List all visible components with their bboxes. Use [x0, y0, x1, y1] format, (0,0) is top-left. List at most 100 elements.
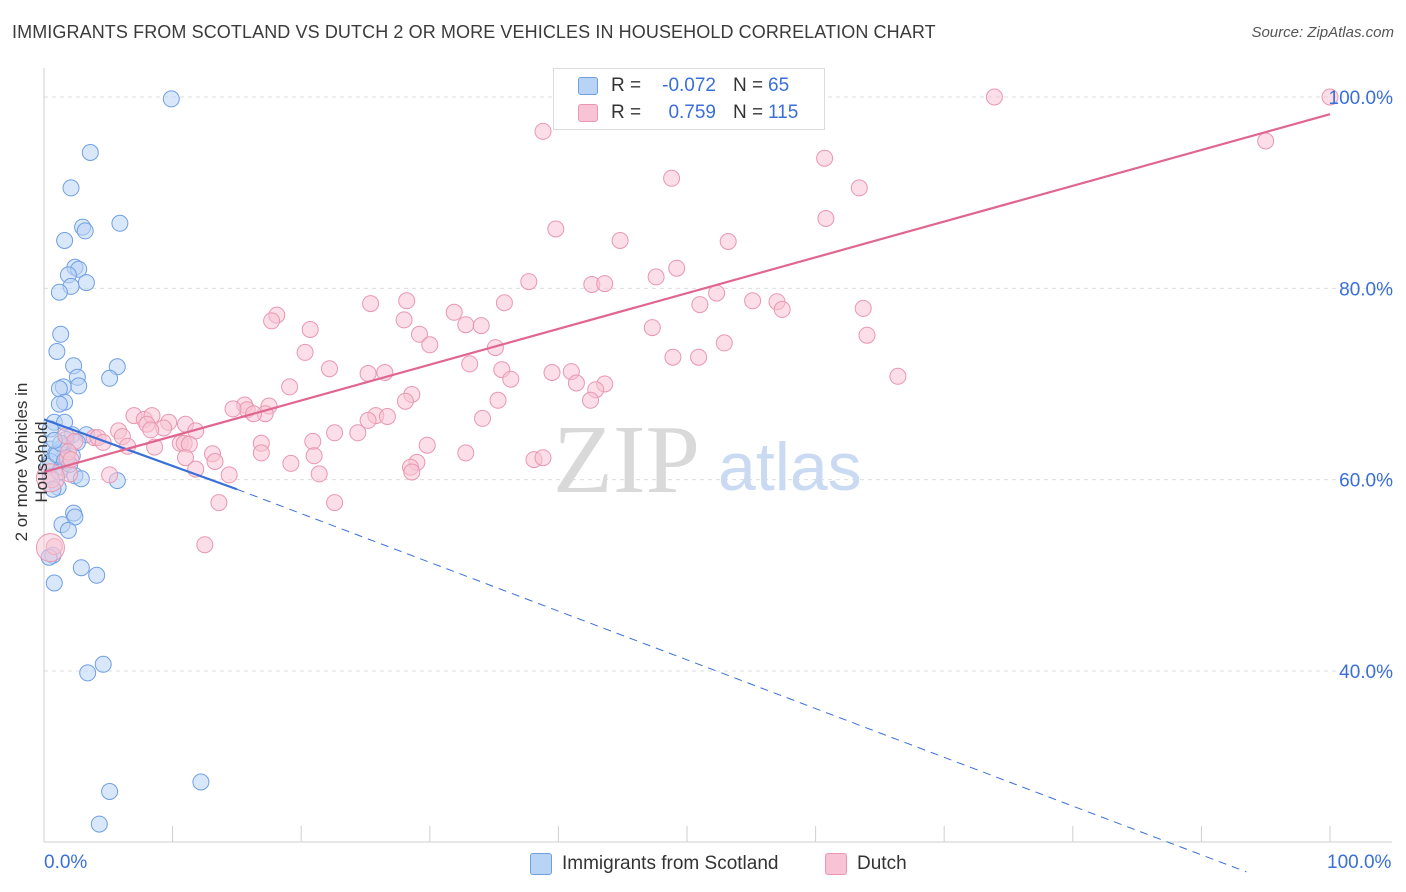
scotland-point: [59, 521, 77, 539]
dutch-point: [664, 348, 682, 366]
x-label-max: 100.0%: [1327, 852, 1392, 873]
dutch-point: [691, 296, 709, 314]
series-legend: Immigrants from Scotland Dutch: [0, 851, 1406, 879]
dutch-point: [985, 88, 1003, 106]
dutch-point: [567, 374, 585, 392]
scotland-trend-extension: [236, 488, 1247, 873]
r-value: 0.759: [668, 102, 716, 123]
scotland-point: [50, 395, 68, 413]
dutch-point: [744, 292, 762, 310]
dutch-point: [35, 463, 65, 493]
dutch-point: [457, 444, 475, 462]
dutch-point: [1257, 132, 1275, 150]
dutch-point: [403, 463, 421, 481]
dutch-point: [858, 326, 876, 344]
dutch-point: [647, 268, 665, 286]
r-label: R =: [611, 102, 642, 123]
dutch-point: [321, 360, 338, 378]
dutch-point: [210, 494, 228, 512]
dutch-point: [206, 453, 224, 470]
dutch-point: [543, 364, 561, 381]
scotland-point: [62, 179, 80, 197]
dutch-point: [1321, 88, 1339, 106]
scotland-point: [94, 655, 112, 673]
dutch-point: [690, 348, 708, 366]
dutch-point: [495, 294, 513, 312]
dutch-point: [326, 424, 344, 442]
n-value: 65: [768, 75, 790, 96]
dutch-point: [305, 447, 323, 465]
dutch-point: [643, 319, 661, 337]
scotland-point: [72, 559, 90, 577]
dutch-point: [817, 210, 835, 227]
gridlines: [44, 96, 1392, 672]
r-label: R =: [611, 75, 642, 96]
dutch-point: [359, 411, 377, 429]
dutch-point: [719, 233, 737, 250]
dutch-point: [534, 122, 552, 140]
dutch-point: [411, 325, 428, 343]
dutch-point: [489, 391, 507, 409]
dutch-point: [398, 292, 416, 310]
y-axis-title: 2 or more Vehicles in Household: [12, 382, 51, 542]
source-label: Source: ZipAtlas.com: [1251, 24, 1394, 41]
scotland-point: [88, 566, 106, 584]
dutch-point: [310, 465, 328, 483]
swatch-dutch: [825, 853, 847, 875]
dutch-point: [461, 355, 479, 373]
dutch-point: [715, 334, 733, 352]
n-label: N =: [733, 102, 764, 123]
legend-label-dutch: Dutch: [857, 853, 907, 874]
dutch-point: [457, 316, 475, 334]
scotland-point: [101, 369, 119, 387]
dutch-point: [396, 392, 414, 410]
x-label-min: 0.0%: [44, 852, 88, 873]
dutch-trend-line: [43, 113, 1331, 474]
dutch-point: [474, 409, 491, 427]
scotland-point: [48, 343, 66, 360]
dutch-point: [854, 299, 872, 317]
dutch-point: [177, 449, 194, 467]
dutch-point: [359, 365, 377, 382]
dutch-point: [582, 391, 599, 409]
n-value: 115: [768, 102, 799, 123]
y-tick-label: 100.0%: [1329, 88, 1394, 109]
dutch-point: [472, 317, 490, 335]
n-label: N =: [733, 75, 764, 96]
dutch-point: [520, 273, 538, 291]
scotland-point: [101, 783, 119, 800]
scotland-point: [52, 325, 70, 343]
dutch-point: [816, 149, 834, 167]
y-tick-label: 60.0%: [1339, 471, 1393, 492]
dutch-point: [668, 259, 686, 277]
swatch-scotland: [578, 77, 598, 95]
watermark-zip: ZIP: [553, 406, 700, 514]
dutch-point: [889, 367, 907, 385]
dutch-point: [445, 303, 463, 321]
scotland-point: [79, 664, 97, 682]
scotland-point: [50, 283, 68, 301]
dutch-point: [395, 311, 413, 329]
scotland-point: [56, 232, 74, 249]
y-tick-label: 80.0%: [1339, 279, 1393, 300]
scotland-point: [70, 377, 88, 395]
dutch-point: [663, 169, 681, 187]
scotland-point: [162, 90, 180, 108]
y-tick-labels: 40.0% 60.0% 80.0% 100.0%: [1329, 88, 1394, 683]
dutch-point: [421, 336, 439, 354]
dutch-point: [534, 449, 552, 467]
dutch-point: [263, 312, 281, 330]
trend-lines: [43, 113, 1331, 873]
scotland-point: [76, 222, 94, 240]
dutch-point: [220, 466, 238, 484]
dutch-point: [35, 533, 65, 563]
dutch-point: [502, 370, 520, 388]
scotland-point: [45, 574, 63, 592]
watermark: ZIP atlas: [553, 406, 862, 514]
dutch-point: [281, 378, 299, 396]
dutch-point: [142, 421, 160, 439]
dutch-point: [773, 300, 791, 318]
dutch-point: [547, 220, 565, 238]
scotland-trend-line: [43, 418, 238, 491]
